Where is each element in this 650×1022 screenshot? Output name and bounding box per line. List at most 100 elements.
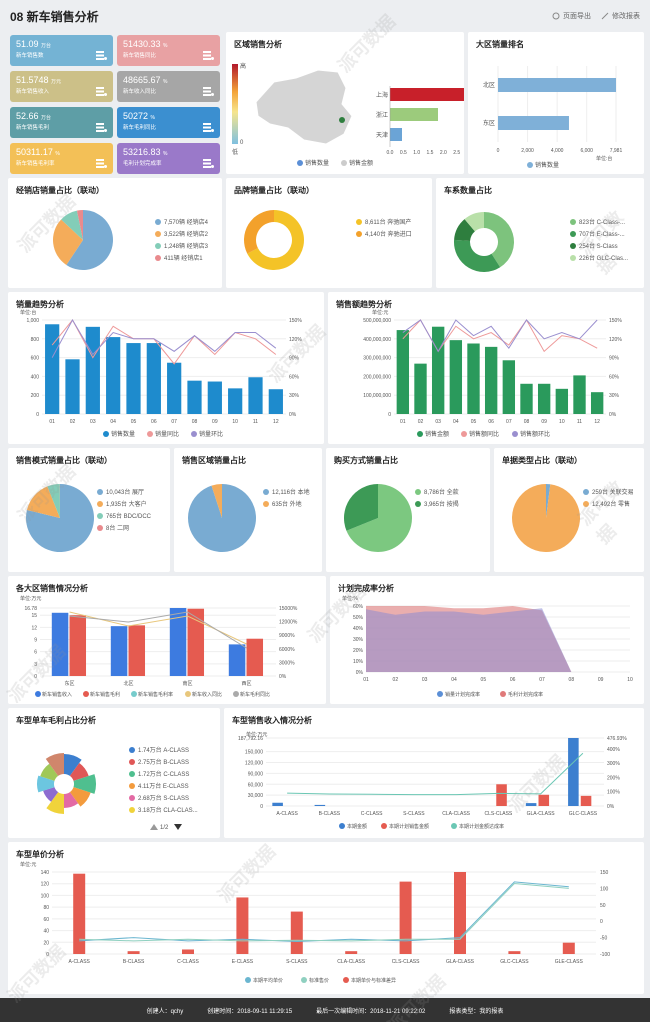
axis-tick-label: 20% (353, 648, 364, 654)
legend-dot (570, 243, 576, 249)
legend-label: 新车销售毛利 (90, 691, 120, 698)
big-region-panel: 各大区销售情况分析 单位:万元 0 3 6 9 12 15 16.78 0% 3000% 6000%… (8, 576, 326, 704)
axis-tick-label: 03 (422, 677, 428, 683)
axis-tick-label: 150% (289, 318, 302, 324)
kpi-card[interactable]: 51.09 万台 新车销售数 (10, 35, 113, 66)
unit-label: 单位:台 (596, 155, 612, 162)
bar (51, 612, 69, 676)
bar (496, 784, 507, 806)
legend-dot (356, 219, 362, 225)
axis-tick-label: 187,792.16 (238, 736, 263, 742)
legend-label: 8台 二网 (106, 524, 129, 532)
axis-tick-label: 50% (353, 615, 364, 621)
axis-tick-label: 120 (41, 882, 50, 888)
unit-label: 单位:台 (20, 309, 36, 316)
axis-tick-label: 05 (471, 419, 477, 425)
panel-title: 车系数量占比 (444, 186, 492, 195)
axis-tick-label: 1.5 (427, 150, 434, 156)
pie-slice (211, 484, 222, 518)
unit-label: 单位:% (342, 595, 358, 602)
axis-tick-label: 0% (279, 674, 287, 680)
trend-line (402, 319, 598, 353)
legend-label: 3,522辆 经销店2 (164, 230, 209, 238)
unit-label: 单位:万元 (20, 595, 41, 602)
axis-tick-label: 9 (34, 638, 37, 644)
axis-tick-label: 120% (289, 337, 302, 343)
legend-label: 2.75万台 B-CLASS (138, 758, 189, 766)
bar (580, 795, 592, 806)
axis-tick-label: 60% (609, 374, 620, 380)
pie-slice (546, 484, 551, 518)
legend-dot (415, 489, 421, 495)
legend-label: 销售额同比 (469, 430, 499, 438)
axis-tick-label: 0% (609, 412, 617, 418)
legend-dot (155, 243, 161, 249)
axis-tick-label: 90,000 (248, 771, 264, 777)
legend-dot (570, 255, 576, 261)
axis-tick-label: 0% (607, 804, 615, 810)
export-icon (552, 12, 560, 20)
axis-tick-label: S-CLASS (403, 811, 425, 817)
kpi-card[interactable]: 53216.83 % 毛利计划完成率 (117, 143, 220, 174)
axis-tick-label: 01 (49, 419, 55, 425)
kpi-card[interactable]: 48665.67 % 新车收入同比 (117, 71, 220, 102)
kpi-card[interactable]: 51430.33 % 新车销售同比 (117, 35, 220, 66)
revenue-plan-panel: 车型销售收入情况分析 单位:万元 0 30,000 60,000 90,000 120,0… (224, 708, 644, 838)
kpi-unit: 万台 (41, 43, 52, 49)
trend-line (51, 318, 277, 358)
pie-slice (464, 212, 484, 232)
axis-tick-label: -50 (600, 936, 607, 942)
pie-slice (66, 210, 113, 270)
pie-slice (344, 484, 378, 531)
axis-tick-label: 40% (353, 626, 364, 632)
kpi-card[interactable]: 50311.17 % 新车销售毛利率 (10, 143, 113, 174)
axis-tick-label: 04 (110, 419, 116, 425)
kpi-card[interactable]: 51.5748 万元 新车销售收入 (10, 71, 113, 102)
panel-title: 销售区域销量占比 (182, 456, 246, 465)
scale-low-label: 低 (232, 148, 238, 156)
legend-label: 411辆 经销店1 (164, 254, 203, 262)
kpi-card[interactable]: 52.66 万台 新车销售毛利 (10, 107, 113, 138)
axis-tick-label: 09 (541, 419, 547, 425)
legend-dot (512, 431, 518, 437)
kpi-label: 新车收入同比 (123, 89, 157, 95)
legend-label: 635台 外地 (272, 500, 302, 508)
legend-dot (155, 219, 161, 225)
doc-share-panel: 单据类型占比（联动） 259台 关联交易 12,492台 零售 (494, 448, 644, 572)
sales-trend-chart: 单位:台 0 200 400 600 800 1,000 0% 30% 60% 90% 120% 150… (20, 309, 302, 438)
legend-label: 标准售价 (309, 977, 329, 984)
axis-tick-label: 2.0 (440, 150, 447, 156)
axis-tick-label: GLA-CLASS (527, 811, 556, 817)
unit-label: 单位:元 (372, 309, 388, 316)
legend-dot (301, 977, 307, 983)
panel-title: 区域销售分析 (234, 40, 282, 49)
kpi-card[interactable]: 50272 % 新车毛利同比 (117, 107, 220, 138)
legend-dot (233, 691, 239, 697)
legend-label: 259台 关联交易 (592, 488, 634, 496)
bar (85, 326, 100, 414)
axis-tick-label: 04 (451, 677, 457, 683)
unit-price-chart: 单位:元 0 20 40 60 80 100 120 140 -100 -50 0 50 100 150 A-… (20, 861, 610, 984)
axis-tick-label: 400,000,000 (363, 337, 391, 343)
kpi-unit: % (163, 79, 168, 85)
axis-tick-label: 02 (418, 419, 424, 425)
legend-label: 销量计划完成率 (445, 691, 480, 698)
panel-title: 车型单车毛利占比分析 (16, 716, 96, 725)
bar (268, 389, 283, 414)
kpi-unit: % (163, 43, 168, 49)
axis-tick-label: 30% (353, 637, 364, 643)
scale-min-label: 0 (240, 140, 244, 146)
axis-tick-label: 10 (627, 677, 633, 683)
edit-button[interactable]: 修改报表 (601, 11, 640, 21)
legend-dot (339, 823, 345, 829)
panel-title: 大区销量排名 (476, 40, 524, 49)
axis-tick-label: 12 (273, 419, 279, 425)
legend-dot (570, 231, 576, 237)
bar (508, 951, 521, 954)
legend-dot (97, 489, 103, 495)
unit-price-panel: 车型单价分析 单位:元 0 20 40 60 80 100 120 140 -100 -50 0 50 1… (8, 842, 644, 994)
legend-dot (131, 691, 137, 697)
axis-tick-label: 08 (524, 419, 530, 425)
export-button[interactable]: 页面导出 (552, 11, 591, 21)
axis-tick-label: 06 (510, 677, 516, 683)
